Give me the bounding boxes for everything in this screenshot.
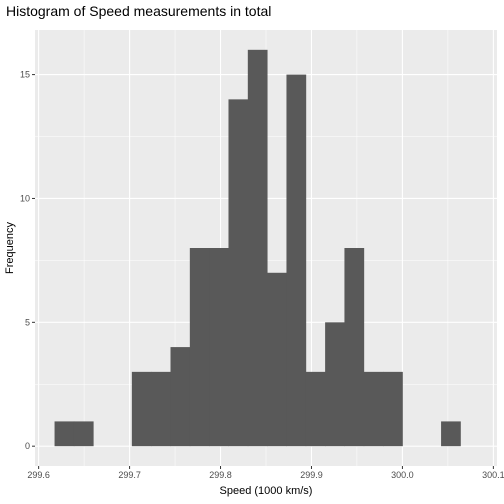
histogram-bar (151, 371, 171, 447)
x-tick-label: 299.9 (300, 470, 323, 480)
histogram-bar (131, 371, 152, 447)
y-tick-label: 10 (20, 193, 30, 203)
y-axis: 0 5 10 15 (20, 70, 35, 451)
histogram-bar (383, 371, 403, 447)
histogram-bar (344, 248, 365, 447)
y-tick-label: 5 (25, 317, 30, 327)
x-axis: 299.6 299.7 299.8 299.9 300.0 300.1 (27, 466, 504, 480)
histogram-bar (305, 371, 326, 447)
histogram-bar (170, 347, 191, 447)
y-tick-label: 0 (25, 441, 30, 451)
histogram-bar (209, 248, 229, 447)
x-tick-label: 300.1 (482, 470, 504, 480)
histogram-bar (54, 421, 75, 447)
x-tick-label: 299.6 (27, 470, 50, 480)
x-axis-title: Speed (1000 km/s) (220, 485, 313, 497)
histogram-bar (286, 74, 307, 447)
histogram-bars (54, 49, 461, 447)
histogram-bar (228, 99, 249, 447)
histogram-bar (325, 322, 345, 447)
histogram-bar (267, 272, 287, 447)
x-tick-label: 299.8 (209, 470, 232, 480)
x-tick-label: 300.0 (391, 470, 414, 480)
y-axis-title: Frequency (4, 222, 16, 274)
y-tick-label: 15 (20, 70, 30, 80)
histogram-bar (247, 49, 268, 447)
histogram-bar (73, 421, 94, 447)
chart-title: Histogram of Speed measurements in total (6, 3, 271, 19)
histogram-bar (363, 371, 384, 447)
x-tick-label: 299.7 (118, 470, 141, 480)
histogram-bar (441, 421, 461, 447)
histogram-bar (189, 248, 210, 447)
